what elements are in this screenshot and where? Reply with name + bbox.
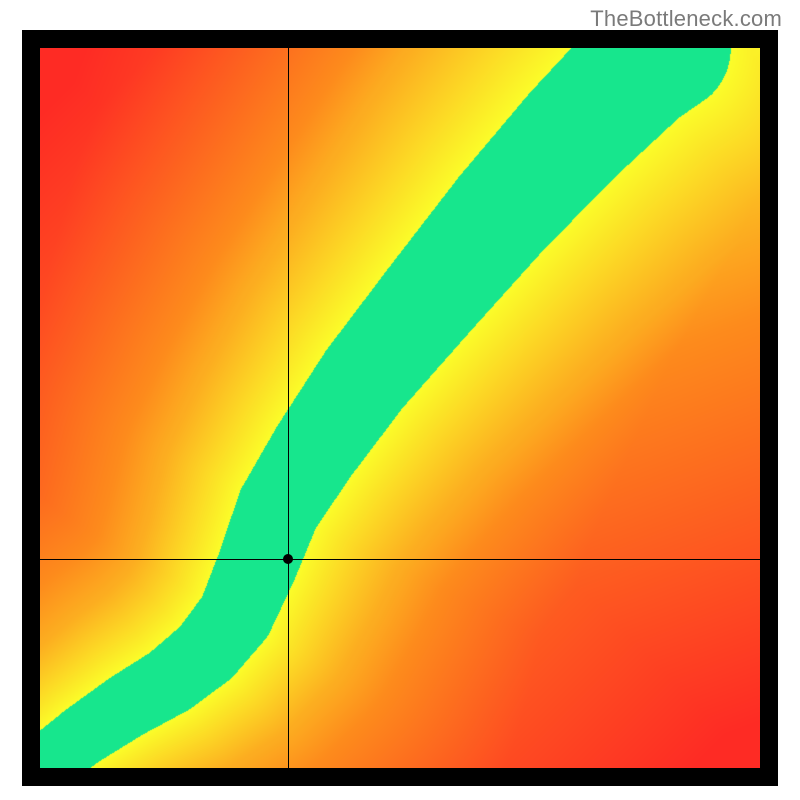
crosshair-vertical: [288, 48, 289, 768]
data-point-marker: [283, 554, 293, 564]
heatmap-plot: [22, 30, 778, 786]
heatmap-canvas: [40, 48, 760, 768]
crosshair-horizontal: [40, 559, 760, 560]
chart-container: TheBottleneck.com: [0, 0, 800, 800]
watermark-text: TheBottleneck.com: [590, 6, 782, 32]
